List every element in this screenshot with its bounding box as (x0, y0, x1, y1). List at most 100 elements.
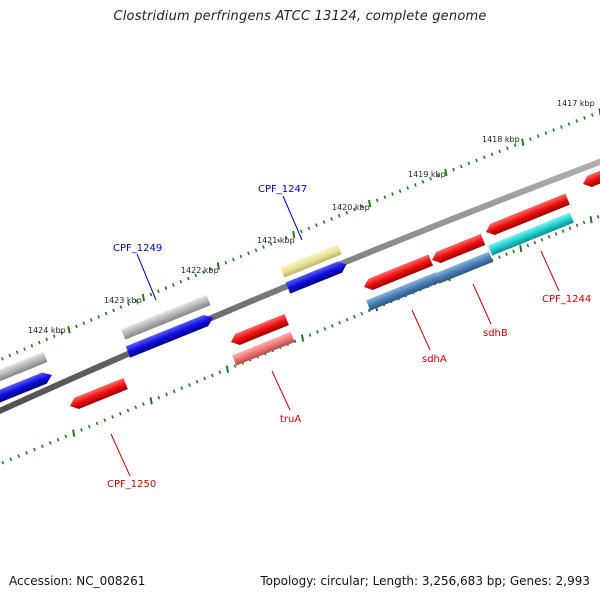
tick-mark (23, 347, 26, 351)
tick-mark (482, 155, 486, 160)
gene-red-near-trua (231, 313, 289, 345)
tick-mark (512, 249, 515, 254)
kbp-label-1417: 1417 kbp (557, 99, 595, 108)
tick-mark (52, 334, 56, 338)
tick-mark (134, 299, 138, 303)
tick-mark (64, 434, 68, 439)
tick-mark (95, 421, 99, 426)
tick-mark (172, 389, 176, 394)
gene-cpf1249-blue (125, 314, 214, 358)
gene-cpf1247-yellow (280, 244, 342, 278)
tick-mark (195, 379, 199, 384)
tick-mark (247, 251, 250, 256)
tick-mark (111, 415, 114, 419)
tick-mark (547, 235, 551, 239)
tick-mark (239, 254, 243, 259)
tick-mark (284, 235, 288, 240)
tick-mark (67, 325, 71, 334)
label-cpf1244: CPF_1244 (542, 294, 591, 305)
gene-cpf1249-gray (121, 294, 211, 340)
tick-mark (225, 365, 230, 373)
tick-mark (33, 447, 36, 452)
tick-mark (141, 293, 146, 302)
tick-mark (172, 283, 175, 287)
tick-mark (164, 286, 168, 290)
tick-mark (118, 411, 122, 416)
tick-mark (544, 131, 548, 135)
tick-mark (97, 315, 101, 319)
gene-red-right (583, 163, 600, 187)
tick-mark (505, 146, 509, 151)
tick-mark (526, 243, 530, 248)
gene-trua (232, 331, 295, 366)
tick-mark (293, 339, 297, 343)
label-cpf1249: CPF_1249 (113, 243, 162, 254)
accession-text: Accession: NC_008261 (9, 574, 146, 588)
tick-mark (414, 183, 417, 187)
tick-mark (330, 324, 334, 328)
tick-mark (299, 229, 303, 234)
tick-mark (467, 161, 471, 166)
tick-mark (345, 317, 349, 322)
tick-mark (119, 305, 123, 309)
tick-mark (353, 207, 356, 212)
tick-mark (360, 311, 364, 316)
tick-mark (149, 292, 153, 297)
tick-mark (521, 138, 525, 146)
tick-mark (337, 214, 341, 218)
tick-mark (25, 450, 28, 455)
tick-mark (529, 137, 532, 141)
genome-summary-text: Topology: circular; Length: 3,256,683 bp… (260, 574, 590, 588)
map-title: Clostridium perfringens ATCC 13124, comp… (113, 9, 487, 24)
tick-mark (360, 204, 364, 209)
tick-mark (575, 223, 579, 228)
tick-mark (315, 223, 318, 227)
tick-mark (368, 199, 372, 208)
tick-mark (157, 395, 161, 400)
tick-mark (112, 308, 115, 313)
tick-mark (134, 405, 138, 410)
tick-mark (367, 308, 371, 313)
label-cpf1247: CPF_1247 (258, 184, 307, 195)
tick-mark (188, 383, 191, 387)
gene-features (0, 163, 600, 410)
tick-mark (17, 454, 21, 458)
tick-mark (216, 262, 220, 270)
tick-mark (596, 215, 600, 219)
tick-mark (429, 176, 432, 181)
tick-mark (126, 408, 130, 413)
tick-mark (203, 376, 207, 381)
tick-mark (194, 273, 198, 278)
gene-sdha (366, 272, 440, 311)
tick-mark (540, 237, 544, 242)
gene-red-above-sdhb (432, 233, 486, 263)
tick-mark (568, 226, 572, 231)
tick-mark (519, 244, 523, 253)
tick-mark (8, 353, 12, 358)
tick-mark (383, 195, 387, 200)
tick-mark (48, 441, 52, 445)
kbp-label-1423: 1423 kbp (104, 296, 142, 305)
tick-mark (552, 128, 555, 132)
tick-mark (391, 192, 394, 196)
tick-mark (330, 217, 333, 221)
tick-mark (436, 173, 440, 178)
tick-mark (254, 248, 258, 252)
tick-mark (459, 164, 463, 169)
tick-mark (307, 226, 311, 231)
tick-mark (87, 424, 91, 429)
kbp-label-1419: 1419 kbp (408, 170, 446, 179)
tick-mark (421, 180, 425, 184)
tick-mark (536, 134, 540, 138)
outer-tick-ruler (1, 108, 600, 361)
tick-mark (104, 311, 108, 316)
kbp-scale-labels: 1417 kbp 1418 kbp 1419 kbp 1420 kbp 1421… (28, 99, 595, 335)
tick-mark (533, 240, 537, 245)
tick-mark (30, 343, 34, 348)
tick-mark (157, 289, 160, 294)
tick-mark (56, 437, 60, 442)
tick-mark (583, 116, 586, 120)
label-cpf1250: CPF_1250 (107, 479, 156, 490)
tick-mark (561, 229, 565, 233)
